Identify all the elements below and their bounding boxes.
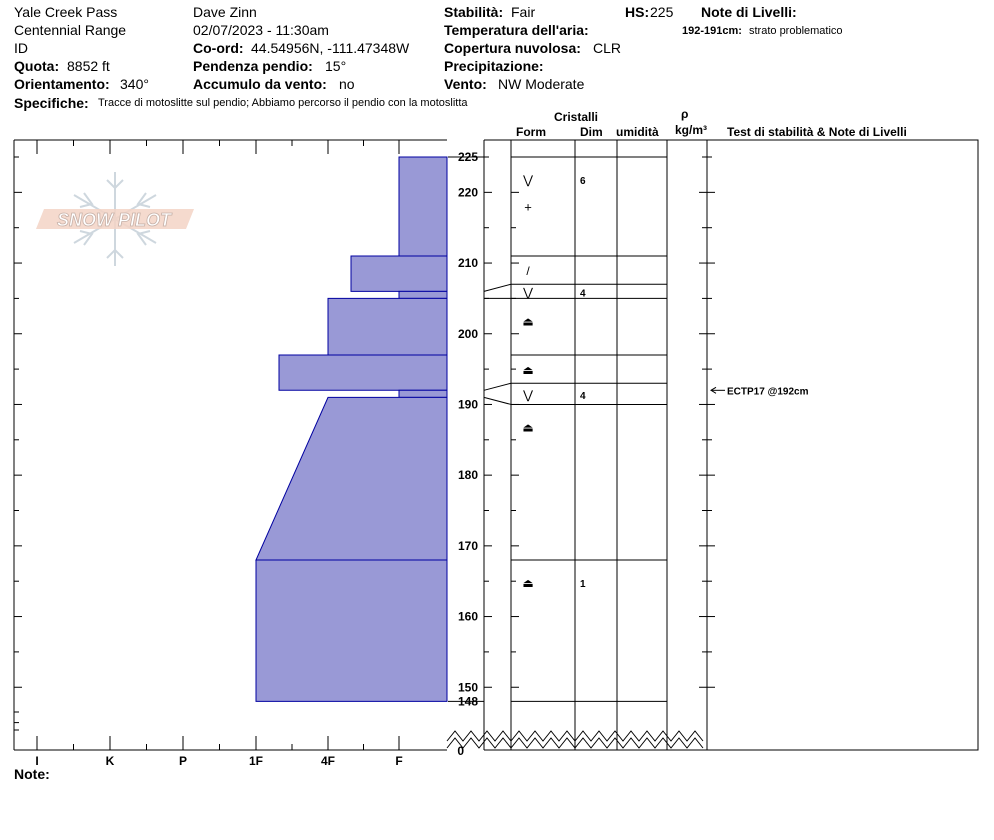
arrow-head-icon — [710, 386, 717, 394]
specifics-value: Tracce di motoslitte sul pendio; Abbiamo… — [98, 97, 468, 109]
layer-size-label: 4 — [580, 391, 586, 402]
layer-form-symbol: / — [526, 264, 530, 278]
location-name: Yale Creek Pass — [14, 4, 118, 20]
hardness-layer-2 — [398, 290, 448, 299]
hardness-tick-label: 4F — [321, 754, 335, 768]
tests-frame — [706, 139, 979, 751]
hardness-layer-1 — [350, 255, 448, 292]
hardness-layer-4 — [278, 354, 448, 391]
hardness-tick-label: F — [395, 754, 402, 768]
depth-tick-label: 160 — [458, 610, 478, 624]
sky-value: CLR — [593, 40, 622, 56]
layer-form-symbol: ⏏ — [522, 420, 533, 434]
layer-note-text: strato problematico — [749, 25, 843, 37]
wind-loading-value: no — [339, 76, 355, 92]
specifics-label: Specifiche: — [14, 95, 89, 111]
layer-form-symbol: ⏏ — [522, 576, 533, 590]
hardness-tick-label: I — [35, 754, 38, 768]
layer-size-label: 6 — [580, 176, 586, 187]
hardness-tick-label: K — [106, 754, 115, 768]
total-depth-label: 148 — [458, 694, 478, 708]
hardness-layer-0 — [398, 156, 448, 257]
id-label: ID — [14, 40, 28, 56]
slope-value: 15° — [325, 58, 347, 74]
observation-datetime: 02/07/2023 - 11:30am — [193, 22, 329, 38]
hardness-layer-6 — [255, 396, 448, 561]
stability-test-label: ECTP17 @192cm — [727, 386, 809, 397]
layer-connector — [483, 283, 512, 292]
scale-break-lower — [446, 737, 704, 749]
range-name: Centennial Range — [14, 22, 127, 38]
hardness-layer-3 — [327, 297, 448, 356]
observer-name: Dave Zinn — [193, 4, 257, 20]
notes-label: Note: — [14, 766, 50, 782]
layer-note-range: 192-191cm: — [682, 25, 742, 37]
layer-form-symbol: ⋁ — [522, 173, 533, 187]
layer-form-symbol: + — [524, 199, 532, 214]
scale-break-upper — [446, 730, 704, 742]
depth-tick-label: 180 — [458, 468, 478, 482]
stability-tests-header: Test di stabilità & Note di Livelli — [727, 125, 907, 139]
depth-tick-label: 150 — [458, 680, 478, 694]
layer-form-symbol: ⏏ — [522, 314, 533, 328]
depth-tick-label: 200 — [458, 327, 478, 341]
layer-form-symbol: ⏏ — [522, 363, 533, 377]
layer-size-label: 4 — [580, 288, 586, 299]
coord-value: 44.54956N, -111.47348W — [251, 40, 410, 56]
wind-label: Vento: — [444, 76, 487, 92]
aspect-value: 340° — [120, 76, 149, 92]
wind-loading-label: Accumulo da vento: — [193, 76, 327, 92]
crystals-header: Cristalli — [554, 110, 599, 124]
precip-label: Precipitazione: — [444, 58, 544, 74]
rho-header: ρ — [681, 107, 689, 121]
hardness-layer-7 — [255, 559, 448, 702]
sky-label: Copertura nuvolosa: — [444, 40, 581, 56]
depth-tick-label: 190 — [458, 397, 478, 411]
layer-size-label: 1 — [580, 579, 586, 590]
logo-text: SNOW PILOT — [57, 210, 173, 230]
logo-banner — [36, 209, 194, 229]
depth-tick-label: 210 — [458, 256, 478, 270]
moisture-header: umidità — [616, 125, 659, 139]
layer-form-symbol: ⋁ — [522, 285, 533, 299]
hardness-tick-label: P — [179, 754, 187, 768]
slope-label: Pendenza pendio: — [193, 58, 313, 74]
dim-header: Dim — [580, 125, 603, 139]
stability-value: Fair — [511, 4, 536, 20]
elevation-value: 8852 ft — [67, 58, 110, 74]
depth-tick-label: 170 — [458, 539, 478, 553]
coord-label: Co-ord: — [193, 40, 244, 56]
hardness-tick-label: 1F — [249, 754, 263, 768]
elevation-label: Quota: — [14, 58, 60, 74]
layer-notes-title: Note di Livelli: — [701, 4, 797, 20]
wind-value: NW Moderate — [498, 76, 585, 92]
hardness-layer-5 — [398, 389, 448, 398]
layer-form-symbol: ⋁ — [522, 388, 533, 402]
form-header: Form — [516, 125, 546, 139]
layer-connector — [483, 382, 512, 391]
air-temp-label: Temperatura dell'aria: — [444, 22, 589, 38]
ground-label: 0 — [457, 744, 464, 758]
hs-value: 225 — [650, 4, 674, 20]
density-unit-header: kg/m³ — [675, 123, 708, 137]
stability-label: Stabilità: — [444, 4, 504, 20]
hs-label: HS: — [625, 4, 650, 20]
surface-depth-label: 225 — [458, 150, 478, 164]
depth-tick-label: 220 — [458, 185, 478, 199]
layer-connector — [483, 396, 512, 405]
aspect-label: Orientamento: — [14, 76, 110, 92]
